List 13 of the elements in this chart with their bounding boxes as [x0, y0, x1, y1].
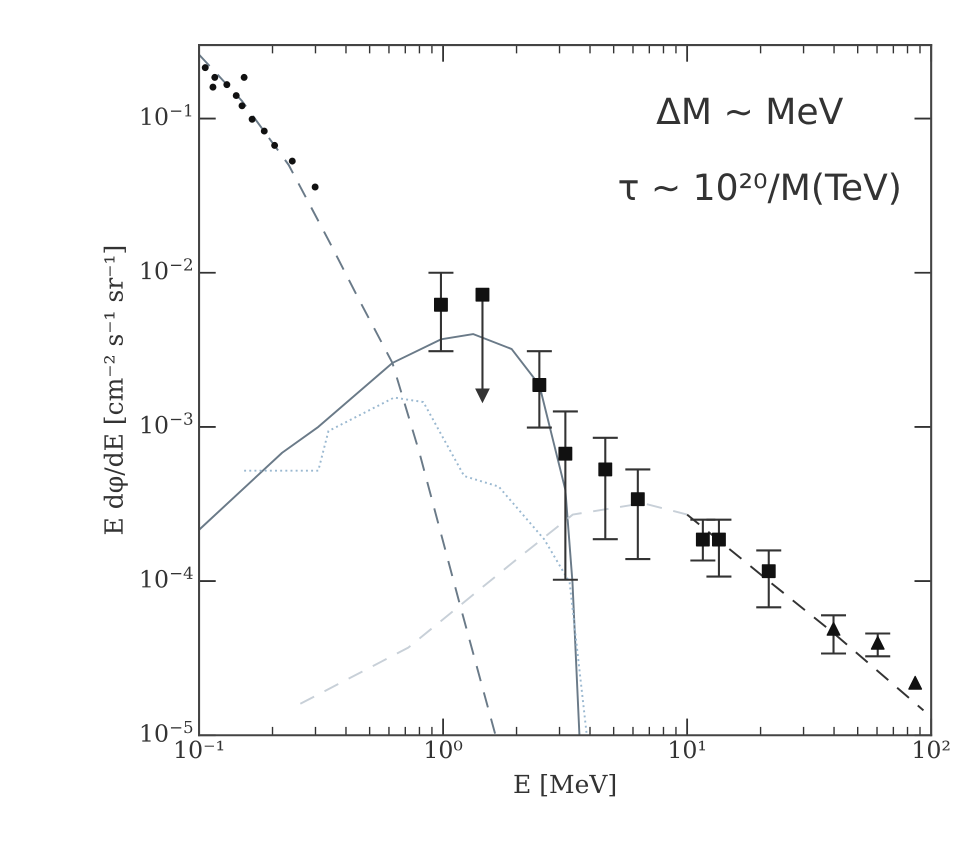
y-tick-label: 10$^{−3}$ [142, 412, 192, 434]
y-tick-label: 10$^{−4}$ [142, 566, 193, 588]
x-axis-title: E [MeV] [514, 774, 616, 796]
y-tick-label: 10$^{−2}$ [142, 258, 192, 280]
annotation: τ ~ 10²⁰/M(TeV) [619, 172, 899, 205]
annotation: ΔM ~ MeV [656, 98, 844, 125]
x-tick-label: 10¹ [670, 740, 706, 758]
y-axis-title: E dφ/dE [cm⁻² s⁻¹ sr⁻¹] [104, 246, 128, 534]
x-tick-label: 10² [914, 740, 950, 758]
y-tick-label: 10$^{−1}$ [142, 104, 192, 126]
x-tick-label: 10⁻¹ [176, 740, 224, 758]
x-tick-label: 10⁰ [426, 740, 462, 758]
y-tick-label: 10$^{−5}$ [142, 720, 192, 742]
